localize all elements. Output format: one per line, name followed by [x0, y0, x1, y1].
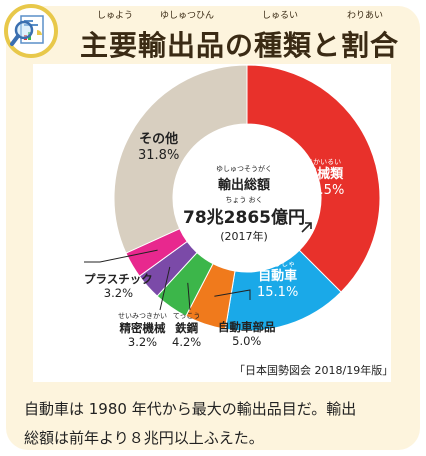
- leader-line-plastics: [84, 249, 158, 263]
- donut-center: ゆしゅつそうがく 輸出総額 ちょう おく 78兆2865億円 (2017年): [178, 164, 310, 244]
- slice-label-steel: てっこう 鉄鋼 4.2%: [172, 312, 201, 350]
- slice-ruby-automobile: じどうしゃ: [260, 260, 296, 268]
- slice-value-machinery: 37.5%: [303, 183, 345, 198]
- leader-line-steel: [187, 282, 191, 311]
- slice-name-precision: 精密機械: [119, 320, 166, 335]
- slice-value-automobile: 15.1%: [257, 285, 299, 300]
- center-value: 78兆2865億円: [183, 208, 305, 228]
- slice-value-others: 31.8%: [138, 148, 180, 164]
- slice-label-machinery: きかいるい 機械類 37.5%: [303, 158, 344, 199]
- title-ruby-shuyou: しゅよう: [97, 11, 134, 21]
- donut-slice-machinery: [246, 64, 381, 293]
- title-ruby-yushutsuhin: ゆしゅつひん: [160, 11, 215, 21]
- caption: 自動車は 1980 年代から最大の輸出品目だ。輸出 総額は前年より８兆円以上ふえ…: [24, 395, 356, 453]
- magnifier-document-icon: [4, 4, 58, 58]
- center-year: (2017年): [220, 230, 268, 243]
- slice-name-plastics: プラスチック: [84, 272, 153, 286]
- slice-name-steel: 鉄鋼: [175, 320, 199, 335]
- slice-name-others: その他: [139, 132, 179, 147]
- caption-line-2: 総額は前年より８兆円以上ふえた。: [24, 429, 264, 447]
- slice-name-auto-parts: 自動車部品: [218, 320, 276, 334]
- center-ruby: ゆしゅつそうがく: [216, 165, 272, 173]
- slice-label-plastics: プラスチック 3.2%: [84, 272, 153, 301]
- arrow-up-right-icon: [301, 222, 312, 233]
- slice-name-automobile: 自動車: [258, 268, 298, 284]
- leader-line-auto-parts: [214, 289, 251, 300]
- leader-line-precision: [159, 266, 171, 311]
- slice-label-auto-parts: 自動車部品 5.0%: [218, 320, 276, 349]
- slice-name-machinery: 機械類: [304, 166, 344, 182]
- slice-value-steel: 4.2%: [172, 335, 202, 350]
- slice-value-precision: 3.2%: [127, 335, 158, 350]
- slice-ruby-precision: せいみつきかい: [118, 312, 167, 320]
- slice-label-precision: せいみつきかい 精密機械 3.2%: [118, 312, 167, 350]
- title-ruby-wariai: わりあい: [347, 11, 384, 21]
- center-value-ruby: ちょう おく: [225, 196, 263, 204]
- page-title: 主要輸出品の種類と割合: [80, 29, 400, 62]
- slice-value-auto-parts: 5.0%: [232, 334, 262, 349]
- caption-line-1: 自動車は 1980 年代から最大の輸出品目だ。輸出: [24, 400, 357, 418]
- slice-ruby-machinery: きかいるい: [306, 158, 342, 166]
- title-ruby-shurui: しゅるい: [262, 11, 299, 21]
- slice-label-automobile: じどうしゃ 自動車 15.1%: [257, 260, 298, 301]
- donut-slice-others: [113, 64, 248, 254]
- slice-value-plastics: 3.2%: [103, 286, 133, 301]
- slice-label-others: その他 31.8%: [138, 132, 179, 165]
- slice-ruby-steel: てっこう: [172, 312, 201, 320]
- source-note: 「日本国勢図会 2018/19年版」: [234, 364, 394, 377]
- center-label: 輸出総額: [217, 178, 270, 193]
